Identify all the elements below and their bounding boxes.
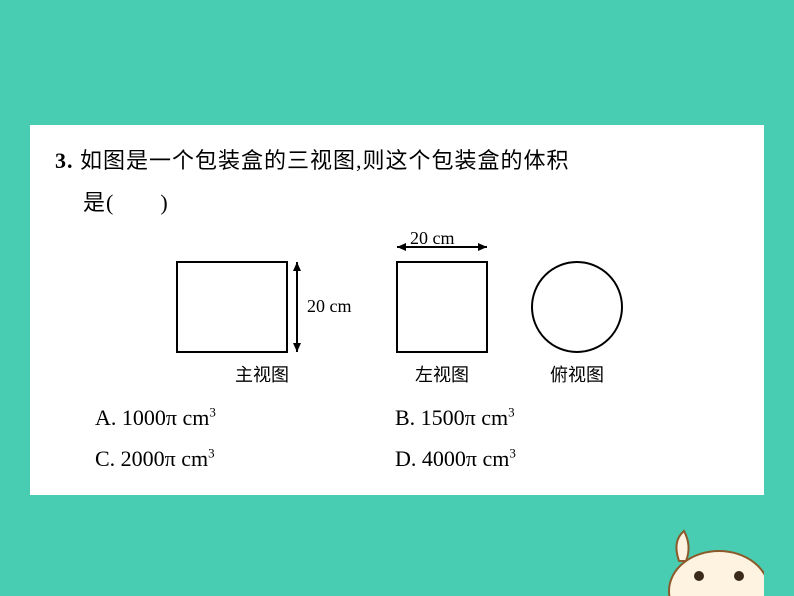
figure-left-view: 20 cm 左视图 [387,232,497,387]
option-c: C. 2000π cm3 [95,438,395,480]
option-d-exp: 3 [509,446,516,461]
label-top: 俯视图 [550,361,604,387]
options-row-2: C. 2000π cm3 D. 4000π cm3 [55,438,739,480]
option-a-text: A. 1000π cm [95,405,209,430]
option-a-exp: 3 [209,404,216,419]
option-d: D. 4000π cm3 [395,438,516,480]
option-b-text: B. 1500π cm [395,405,508,430]
cartoon-decoration [644,506,764,596]
figure-front-view: 20 cm 主视图 [167,257,357,387]
question-text-line1: 3. 如图是一个包装盒的三视图,则这个包装盒的体积 [55,140,739,182]
arrow-down [293,343,301,352]
option-b: B. 1500π cm3 [395,397,515,439]
question-number: 3. [55,148,74,173]
question-body-1: 如图是一个包装盒的三视图,则这个包装盒的体积 [80,148,570,173]
label-left: 左视图 [415,361,469,387]
cartoon-eye-left [694,571,704,581]
arrow-left [397,243,406,251]
dim-width-text: 20 cm [410,232,455,248]
left-rect [397,262,487,352]
question-card: 3. 如图是一个包装盒的三视图,则这个包装盒的体积 是( ) 20 cm 主视图 [30,125,764,495]
left-view-svg: 20 cm [387,232,497,357]
cartoon-eye-right [734,571,744,581]
figure-top-view: 俯视图 [527,257,627,387]
label-front: 主视图 [235,361,289,387]
dim-height-text: 20 cm [307,296,352,316]
option-b-exp: 3 [508,404,515,419]
question-text-line2: 是( ) [55,182,739,224]
options-row-1: A. 1000π cm3 B. 1500π cm3 [55,397,739,439]
arrow-right [478,243,487,251]
front-view-svg: 20 cm [167,257,357,357]
top-view-svg [527,257,627,357]
option-c-text: C. 2000π cm [95,446,208,471]
arrow-up [293,262,301,271]
front-rect [177,262,287,352]
option-a: A. 1000π cm3 [95,397,395,439]
figure-row: 20 cm 主视图 20 cm 左视图 俯视图 [55,232,739,387]
top-circle [532,262,622,352]
option-d-text: D. 4000π cm [395,446,509,471]
option-c-exp: 3 [208,446,215,461]
cartoon-ear [676,531,688,561]
